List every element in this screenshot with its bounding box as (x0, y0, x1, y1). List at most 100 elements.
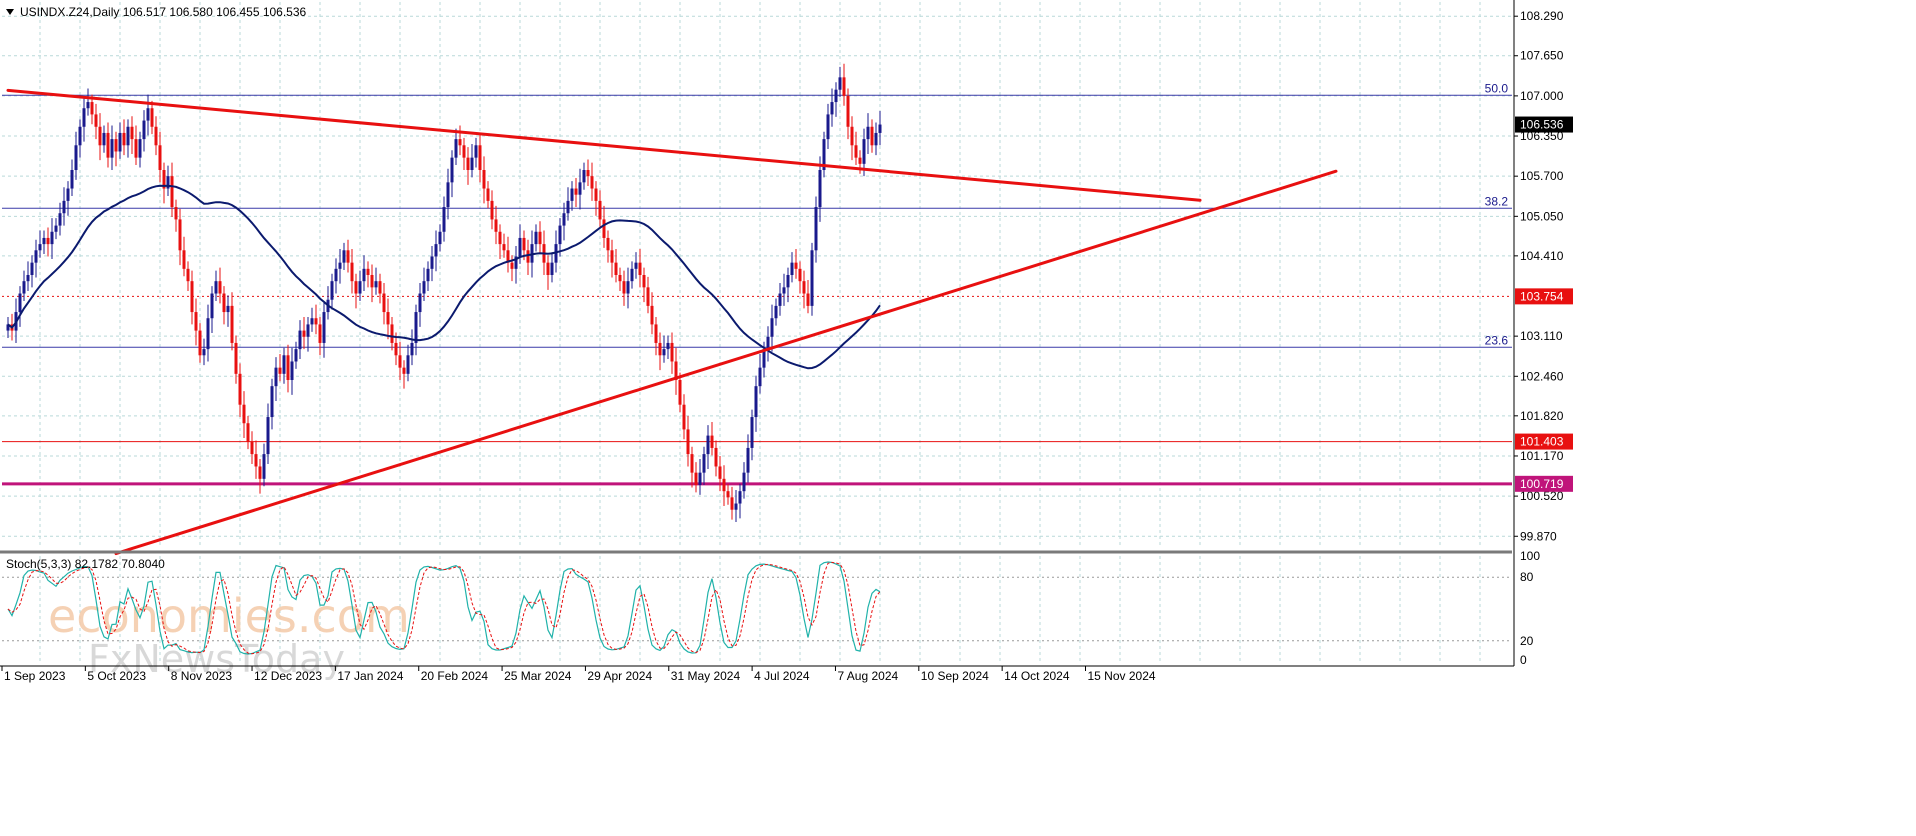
candle-body (6, 324, 10, 331)
candle-body (690, 454, 694, 473)
candle-body (110, 139, 114, 158)
candle-body (782, 287, 786, 294)
trend-line[interactable] (6, 88, 1202, 202)
trend-lines[interactable] (6, 88, 1338, 556)
stoch-tick-label: 0 (1520, 653, 1527, 667)
candle-body (526, 250, 530, 263)
candle-body (774, 305, 778, 319)
candle-body (102, 132, 106, 146)
candle-body (50, 231, 54, 245)
candle-body (798, 268, 802, 282)
candle-body (442, 207, 446, 232)
candle-body (350, 262, 354, 282)
price-tag-box (1515, 116, 1573, 133)
candle-body (598, 200, 602, 220)
candle-body (22, 281, 26, 294)
candle-body (166, 176, 170, 189)
candle-body (218, 281, 222, 294)
time-tick-label: 25 Mar 2024 (504, 669, 572, 683)
candle-body (606, 237, 610, 251)
candle-body (70, 170, 74, 189)
time-tick-label: 12 Dec 2023 (254, 669, 322, 683)
candle-body (458, 139, 462, 146)
candle-body (498, 231, 502, 245)
candle-body (202, 349, 206, 356)
candle-body (286, 355, 290, 380)
time-tick-label: 5 Oct 2023 (87, 669, 146, 683)
candle-body (402, 367, 406, 374)
candle-body (470, 157, 474, 170)
price-tag-label: 103.754 (1520, 289, 1564, 303)
candle-body (654, 324, 658, 343)
price-tag-label: 106.536 (1520, 118, 1564, 132)
candle-body (130, 126, 134, 140)
price-tick-label: 104.410 (1520, 249, 1564, 263)
candle-body (806, 293, 810, 306)
fibonacci-levels: 50.0 38.2 23.6 (2, 81, 1512, 348)
candle-body (434, 244, 438, 257)
candle-body (478, 145, 482, 170)
price-tick-label: 107.000 (1520, 89, 1564, 103)
candlesticks (6, 63, 882, 523)
candle-body (234, 342, 238, 374)
price-tick-label: 108.290 (1520, 9, 1564, 23)
candle-body (734, 503, 738, 510)
candle-body (590, 176, 594, 189)
candle-body (574, 188, 578, 195)
price-tick-label: 105.700 (1520, 169, 1564, 183)
candle-body (634, 262, 638, 269)
price-tick-label: 99.870 (1520, 529, 1557, 543)
candle-body (810, 250, 814, 306)
candle-body (410, 342, 414, 356)
candle-body (594, 188, 598, 201)
candle-body (450, 157, 454, 183)
candle-body (466, 157, 470, 170)
candle-body (422, 281, 426, 294)
candle-body (198, 330, 202, 356)
candle-body (846, 95, 850, 127)
candle-body (114, 139, 118, 152)
candle-body (390, 324, 394, 343)
candle-body (570, 188, 574, 201)
candle-body (154, 126, 158, 146)
time-tick-label: 17 Jan 2024 (337, 669, 403, 683)
candle-body (626, 281, 630, 294)
candle-body (506, 250, 510, 263)
candle-body (618, 275, 622, 282)
candle-body (282, 355, 286, 374)
candle-body (254, 454, 258, 467)
candle-body (46, 237, 50, 245)
price-tick-label: 102.460 (1520, 369, 1564, 383)
candle-body (830, 102, 834, 115)
candle-body (534, 231, 538, 245)
candle-body (438, 231, 442, 245)
candle-body (718, 466, 722, 479)
dropdown-triangle-icon[interactable] (6, 9, 14, 15)
candle-body (18, 293, 22, 313)
candle-body (726, 491, 730, 498)
candle-body (318, 324, 322, 343)
candle-body (566, 200, 570, 214)
candle-body (58, 213, 62, 226)
candle-body (662, 349, 666, 356)
candle-body (222, 293, 226, 313)
time-tick-label: 14 Oct 2024 (1004, 669, 1070, 683)
candle-body (722, 478, 726, 492)
candle-body (878, 124, 882, 133)
time-tick-label: 4 Jul 2024 (754, 669, 810, 683)
price-tag-label: 100.719 (1520, 477, 1564, 491)
candle-body (658, 342, 662, 356)
candle-body (266, 417, 270, 455)
candle-body (138, 139, 142, 158)
candle-body (750, 417, 754, 448)
candle-body (694, 472, 698, 485)
candle-body (738, 491, 742, 504)
candle-body (742, 472, 746, 492)
candle-body (242, 404, 246, 424)
stochastic-panel: Stoch(5,3,3) 82.1782 70.8040 (0, 550, 1512, 655)
fib-label: 23.6 (1485, 333, 1509, 347)
candle-body (30, 262, 34, 275)
candle-body (146, 108, 150, 121)
trend-line[interactable] (114, 169, 1338, 556)
